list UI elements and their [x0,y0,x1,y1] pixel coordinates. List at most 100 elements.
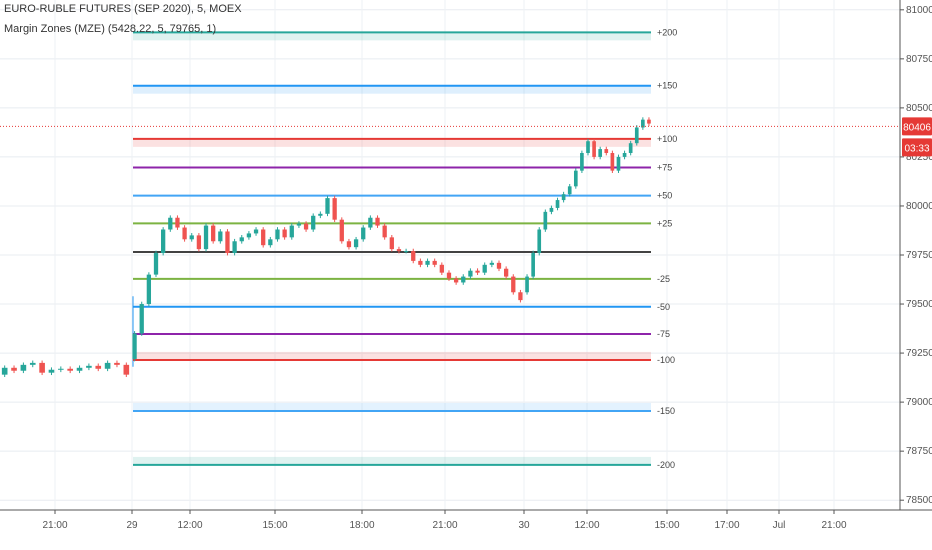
candle-body[interactable] [153,253,159,275]
candle-body[interactable] [622,153,627,157]
candle-body[interactable] [218,231,223,242]
candle-body[interactable] [211,225,216,242]
candle-body[interactable] [446,272,452,279]
candle-body[interactable] [168,217,173,230]
candle-body[interactable] [567,186,572,195]
candle-body[interactable] [531,253,535,277]
candle-body[interactable] [346,241,352,248]
candle-body[interactable] [496,262,502,269]
candle-body[interactable] [537,229,542,254]
candle-body[interactable] [453,278,459,283]
candle-body[interactable] [123,364,130,375]
zone-label: +100 [657,134,677,144]
candle-body[interactable] [239,237,244,242]
candle-body[interactable] [29,362,36,365]
candle-body[interactable] [20,364,27,371]
candle-body[interactable] [132,333,137,359]
y-tick-label: 80750 [906,54,932,65]
candle-body[interactable] [353,239,359,248]
candle-body[interactable] [246,233,252,238]
candle-body[interactable] [48,369,55,373]
candle-body[interactable] [361,227,366,240]
candle-body[interactable] [225,231,230,254]
candle-body[interactable] [641,119,645,128]
candle-body[interactable] [311,215,316,230]
candle-body[interactable] [189,235,194,240]
candle-body[interactable] [382,225,387,238]
candle-body[interactable] [67,368,73,371]
candle-body[interactable] [76,367,83,371]
candle-body[interactable] [543,211,548,230]
candle-body[interactable] [182,227,187,240]
candle-body[interactable] [482,264,487,273]
candle-body[interactable] [616,156,621,171]
candle-body[interactable] [411,251,416,261]
candle-body[interactable] [389,237,394,250]
candle-body[interactable] [268,239,273,246]
candle-body[interactable] [610,153,615,171]
candle-body[interactable] [203,225,209,250]
candle-body[interactable] [518,292,523,301]
candle-body[interactable] [598,149,603,157]
candle-body[interactable] [468,270,473,277]
candle-body[interactable] [439,264,444,273]
candle-body[interactable] [525,276,529,293]
candle-body[interactable] [592,141,596,157]
candle-body[interactable] [39,362,45,373]
candle-body[interactable] [375,217,380,226]
candle-body[interactable] [332,198,337,220]
candle-body[interactable] [461,276,466,283]
candle-body[interactable] [634,127,639,144]
candle-body[interactable] [586,141,590,153]
candle-body[interactable] [511,276,516,293]
candle-body[interactable] [282,229,287,238]
candle-body[interactable] [1,367,8,375]
zone-band [133,456,651,465]
indicator-legend[interactable]: Margin Zones (MZE) (5428.22, 5, 79765, 1… [4,23,217,35]
candle-body[interactable] [432,260,437,265]
candle-body[interactable] [425,260,430,265]
candle-body[interactable] [549,207,554,212]
candle-body[interactable] [86,365,92,368]
candle-body[interactable] [339,219,344,242]
candle-body[interactable] [289,225,294,238]
candle-body[interactable] [325,198,330,214]
candle-body[interactable] [296,223,302,226]
candle-body[interactable] [403,251,409,253]
candle-body[interactable] [318,213,323,216]
candle-body[interactable] [232,241,237,254]
x-tick-label: 21:00 [821,520,846,531]
candle-body[interactable] [58,368,64,370]
candle-body[interactable] [146,274,152,305]
symbol-legend[interactable]: EURO-RUBLE FUTURES (SEP 2020), 5, MOEX [4,3,242,15]
candle-body[interactable] [555,200,560,208]
candle-body[interactable] [396,249,402,252]
candle-body[interactable] [11,367,17,371]
candle-body[interactable] [561,194,566,201]
candle-body[interactable] [573,170,578,187]
candle-body[interactable] [503,268,509,277]
candle-body[interactable] [175,217,180,228]
candle-body[interactable] [475,270,480,273]
candle-body[interactable] [418,260,423,265]
candle-body[interactable] [114,362,120,365]
candle-body[interactable] [95,365,102,369]
candle-body[interactable] [104,362,111,369]
candle-body[interactable] [253,229,259,234]
candle-body[interactable] [604,149,609,153]
candle-body[interactable] [275,229,280,240]
candle-body[interactable] [580,153,584,171]
candle-body[interactable] [196,235,202,250]
candle-body[interactable] [303,223,309,230]
candle-body[interactable] [139,304,144,334]
candle-body[interactable] [647,119,651,124]
last-price-tag[interactable] [902,117,932,136]
candle-body[interactable] [628,143,633,153]
candle-body[interactable] [161,229,166,254]
candle-body[interactable] [368,217,373,228]
candle-body[interactable] [261,229,266,246]
candle-body[interactable] [489,262,494,265]
y-tick-label: 78750 [906,446,932,457]
zone-band [133,32,651,41]
